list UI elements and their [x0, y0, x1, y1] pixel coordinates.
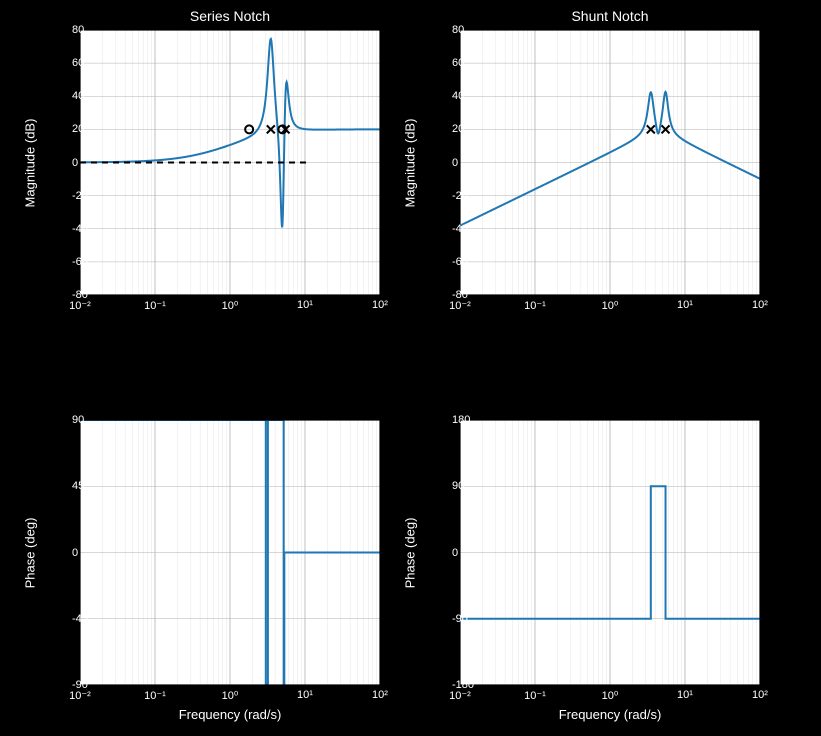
xtick-label: 10⁻¹: [524, 299, 546, 312]
shunt-phase-plot: [460, 420, 760, 685]
xtick-label: 10⁻¹: [524, 689, 546, 702]
ylabel: Magnitude (dB): [403, 118, 418, 207]
xtick-label: 10²: [372, 299, 388, 311]
xtick-label: 10²: [752, 689, 768, 701]
xtick-label: 10¹: [677, 299, 693, 311]
ylabel: Phase (deg): [403, 517, 418, 588]
ylabel: Magnitude (dB): [23, 118, 38, 207]
xtick-label: 10⁰: [602, 299, 619, 312]
series-mag-plot: [80, 30, 380, 295]
xlabel: Frequency (rad/s): [559, 707, 662, 722]
xtick-label: 10⁰: [602, 689, 619, 702]
xtick-label: 10⁻¹: [144, 299, 166, 312]
subplot-title: Shunt Notch: [571, 8, 648, 24]
xlabel: Frequency (rad/s): [179, 707, 282, 722]
subplot-shunt-mag: [460, 30, 760, 295]
xtick-label: 10¹: [297, 299, 313, 311]
xtick-label: 10²: [752, 299, 768, 311]
xtick-label: 10⁻¹: [144, 689, 166, 702]
subplot-series-phase: [80, 420, 380, 685]
series-phase-plot: [80, 420, 380, 685]
shunt-mag-plot: [460, 30, 760, 295]
subplot-shunt-phase: [460, 420, 760, 685]
xtick-label: 10¹: [297, 689, 313, 701]
xtick-label: 10⁰: [222, 689, 239, 702]
xtick-label: 10²: [372, 689, 388, 701]
xtick-label: 10⁰: [222, 299, 239, 312]
bode-figure: 10⁻²10⁻¹10⁰10¹10²-80-60-40-20020406080Ma…: [0, 0, 821, 736]
subplot-title: Series Notch: [190, 8, 270, 24]
subplot-series-mag: [80, 30, 380, 295]
xtick-label: 10¹: [677, 689, 693, 701]
ylabel: Phase (deg): [23, 517, 38, 588]
